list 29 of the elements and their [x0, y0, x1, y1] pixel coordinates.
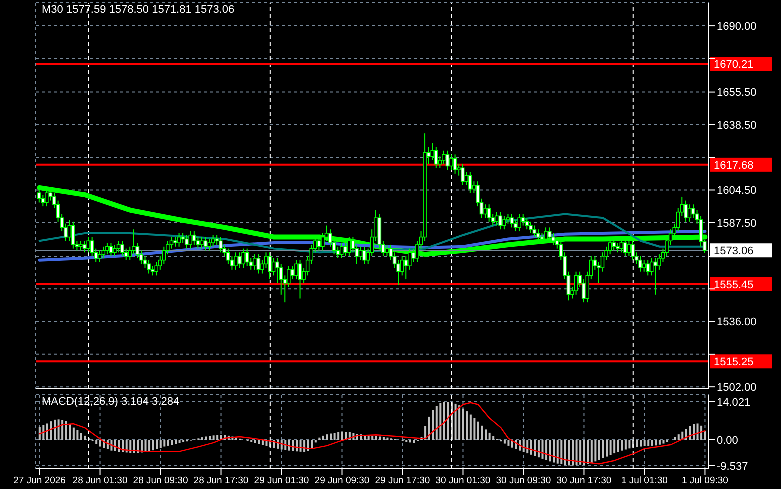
chart-title: M30 1577.59 1578.50 1571.81 1573.06: [42, 4, 235, 16]
x-tick-label: 29 Jun 17:30: [375, 476, 430, 487]
y-tick-label: 1587.50: [717, 218, 757, 230]
y-tick-label: 1655.50: [717, 87, 757, 100]
x-tick-label: 29 Jun 01:30: [254, 476, 310, 487]
ref-line-label: 1617.68: [714, 160, 754, 172]
ref-line-label: 1515.25: [714, 356, 754, 369]
x-tick-label: 30 Jun 09:30: [496, 476, 552, 487]
x-tick-label: 28 Jun 09:30: [133, 476, 188, 487]
x-tick-label: 1 Jul 09:30: [682, 476, 728, 487]
chart-title: MACD(12,26,9) 3.104 3.284: [42, 396, 180, 408]
ref-line-label: 1573.06: [714, 246, 754, 258]
y-tick-label: 1638.50: [717, 120, 757, 132]
ref-line-label: 1670.21: [714, 59, 754, 72]
x-tick-label: 1 Jul 01:30: [621, 476, 668, 487]
x-tick-label: 28 Jun 01:30: [72, 476, 128, 487]
x-tick-label: 30 Jun 17:30: [556, 476, 612, 487]
y-tick-label: 1502.00: [717, 382, 757, 394]
y-tick-label: -9.537: [717, 460, 748, 473]
ref-line-label: 1555.45: [714, 279, 754, 292]
x-tick-label: 27 Jun 2026: [14, 476, 66, 487]
y-tick-label: 1604.50: [717, 185, 757, 198]
x-tick-label: 30 Jun 01:30: [436, 476, 491, 487]
y-tick-label: 1536.00: [717, 316, 757, 329]
y-tick-label: 14.021: [717, 396, 751, 409]
x-tick-label: 28 Jun 17:30: [194, 476, 249, 487]
y-tick-label: 0.00: [717, 434, 738, 447]
y-tick-label: 1690.00: [717, 20, 757, 33]
x-tick-label: 29 Jun 09:30: [314, 476, 370, 487]
